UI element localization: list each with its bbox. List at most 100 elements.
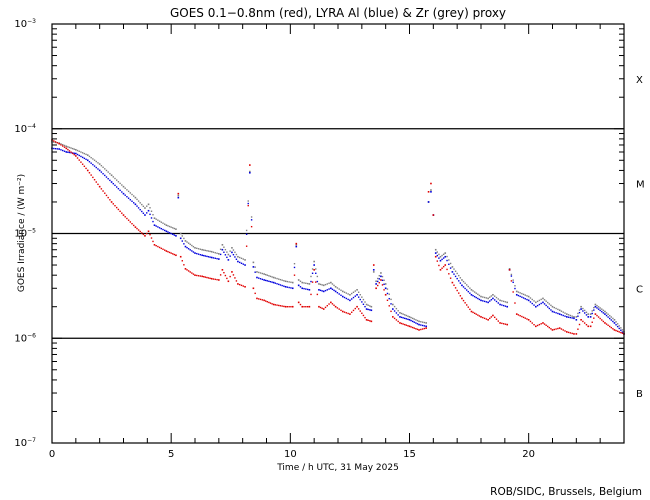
trace-dot <box>286 280 289 283</box>
trace-dot <box>464 282 466 284</box>
trace-dot <box>137 229 140 231</box>
trace-dot <box>56 148 59 150</box>
flare-class-labels: X M C B <box>636 75 645 400</box>
data-point <box>122 185 125 188</box>
trace-dot <box>536 304 539 307</box>
trace-dot <box>522 316 525 319</box>
trace-dot <box>411 317 414 320</box>
trace-dot <box>390 303 392 305</box>
trace-dot <box>83 152 86 155</box>
trace-dot <box>485 297 488 299</box>
trace-dot <box>269 302 272 304</box>
trace-dot <box>311 268 314 270</box>
trace-dot <box>495 318 498 320</box>
trace-dot <box>187 248 190 250</box>
data-point <box>506 305 509 308</box>
trace-dot <box>238 256 241 259</box>
trace-dot <box>126 217 128 220</box>
trace-dot <box>117 187 120 190</box>
trace-dot <box>92 163 94 166</box>
trace-dot <box>286 306 289 308</box>
data-point <box>356 289 358 291</box>
data-point <box>558 327 561 329</box>
trace-dot <box>390 310 392 313</box>
data-point <box>341 310 344 313</box>
trace-dot <box>157 245 159 248</box>
flare-class-b: B <box>636 389 643 400</box>
data-point <box>499 303 501 306</box>
trace-dot <box>343 296 346 299</box>
trace-dot <box>591 321 593 323</box>
data-point <box>301 281 304 284</box>
trace-dot <box>410 326 412 328</box>
data-point <box>375 287 377 290</box>
trace-dot <box>522 297 525 299</box>
trace-dot <box>68 150 71 152</box>
trace-dot <box>121 191 123 193</box>
trace-dot <box>183 243 185 245</box>
trace-dot <box>259 278 262 280</box>
trace-dot <box>411 326 414 329</box>
data-point <box>527 319 530 321</box>
trace-dot <box>538 303 541 306</box>
trace-dot <box>354 307 356 310</box>
trace-dot <box>328 303 330 305</box>
data-point <box>249 171 251 174</box>
data-point <box>558 313 561 315</box>
trace-dot <box>421 328 424 330</box>
data-point <box>380 272 382 274</box>
trace-dot <box>93 179 96 181</box>
trace-dot <box>259 298 262 301</box>
trace-dot <box>472 311 474 314</box>
trace-dot <box>578 323 581 326</box>
trace-dot <box>76 153 79 156</box>
trace-dot <box>347 293 349 295</box>
trace-dot <box>599 309 601 312</box>
trace-dot <box>63 150 66 152</box>
data-point <box>301 305 304 308</box>
data-point <box>451 281 454 284</box>
data-point <box>575 316 578 318</box>
trace-dot <box>442 253 445 256</box>
data-point <box>542 301 544 304</box>
trace-dot <box>540 302 542 305</box>
trace-dot <box>214 257 216 259</box>
trace-dot <box>204 249 207 252</box>
trace-dot <box>494 295 496 297</box>
data-point <box>252 266 255 268</box>
trace-dot <box>328 288 330 290</box>
trace-dot <box>490 295 493 297</box>
trace-dot <box>160 227 162 230</box>
trace-dot <box>533 300 535 302</box>
trace-dot <box>602 320 605 323</box>
data-point <box>542 297 544 300</box>
trace-dot <box>114 177 116 180</box>
trace-dot <box>555 307 557 310</box>
trace-dot <box>616 330 619 332</box>
trace-dot <box>526 295 528 297</box>
data-point <box>144 207 146 209</box>
trace-dot <box>187 242 190 244</box>
trace-dot <box>620 329 622 331</box>
data-point <box>487 301 489 304</box>
trace-dot <box>183 264 185 266</box>
trace-dot <box>232 253 235 256</box>
data-point <box>551 305 554 308</box>
trace-dot <box>607 324 609 326</box>
trace-dot <box>609 325 611 328</box>
trace-dot <box>315 281 317 283</box>
trace-dot <box>393 310 396 312</box>
data-point <box>506 301 509 304</box>
data-point <box>184 268 187 270</box>
trace-dot <box>616 323 619 325</box>
trace-dot <box>119 182 121 185</box>
trace-dot <box>472 290 474 292</box>
x-tick-label: 10 <box>284 449 297 460</box>
trace-dot <box>150 237 153 239</box>
trace-dot <box>240 284 243 287</box>
trace-dot <box>97 183 99 186</box>
data-point <box>318 283 320 285</box>
trace-dot <box>557 312 559 315</box>
data-point <box>175 254 177 257</box>
trace-dot <box>423 327 426 330</box>
